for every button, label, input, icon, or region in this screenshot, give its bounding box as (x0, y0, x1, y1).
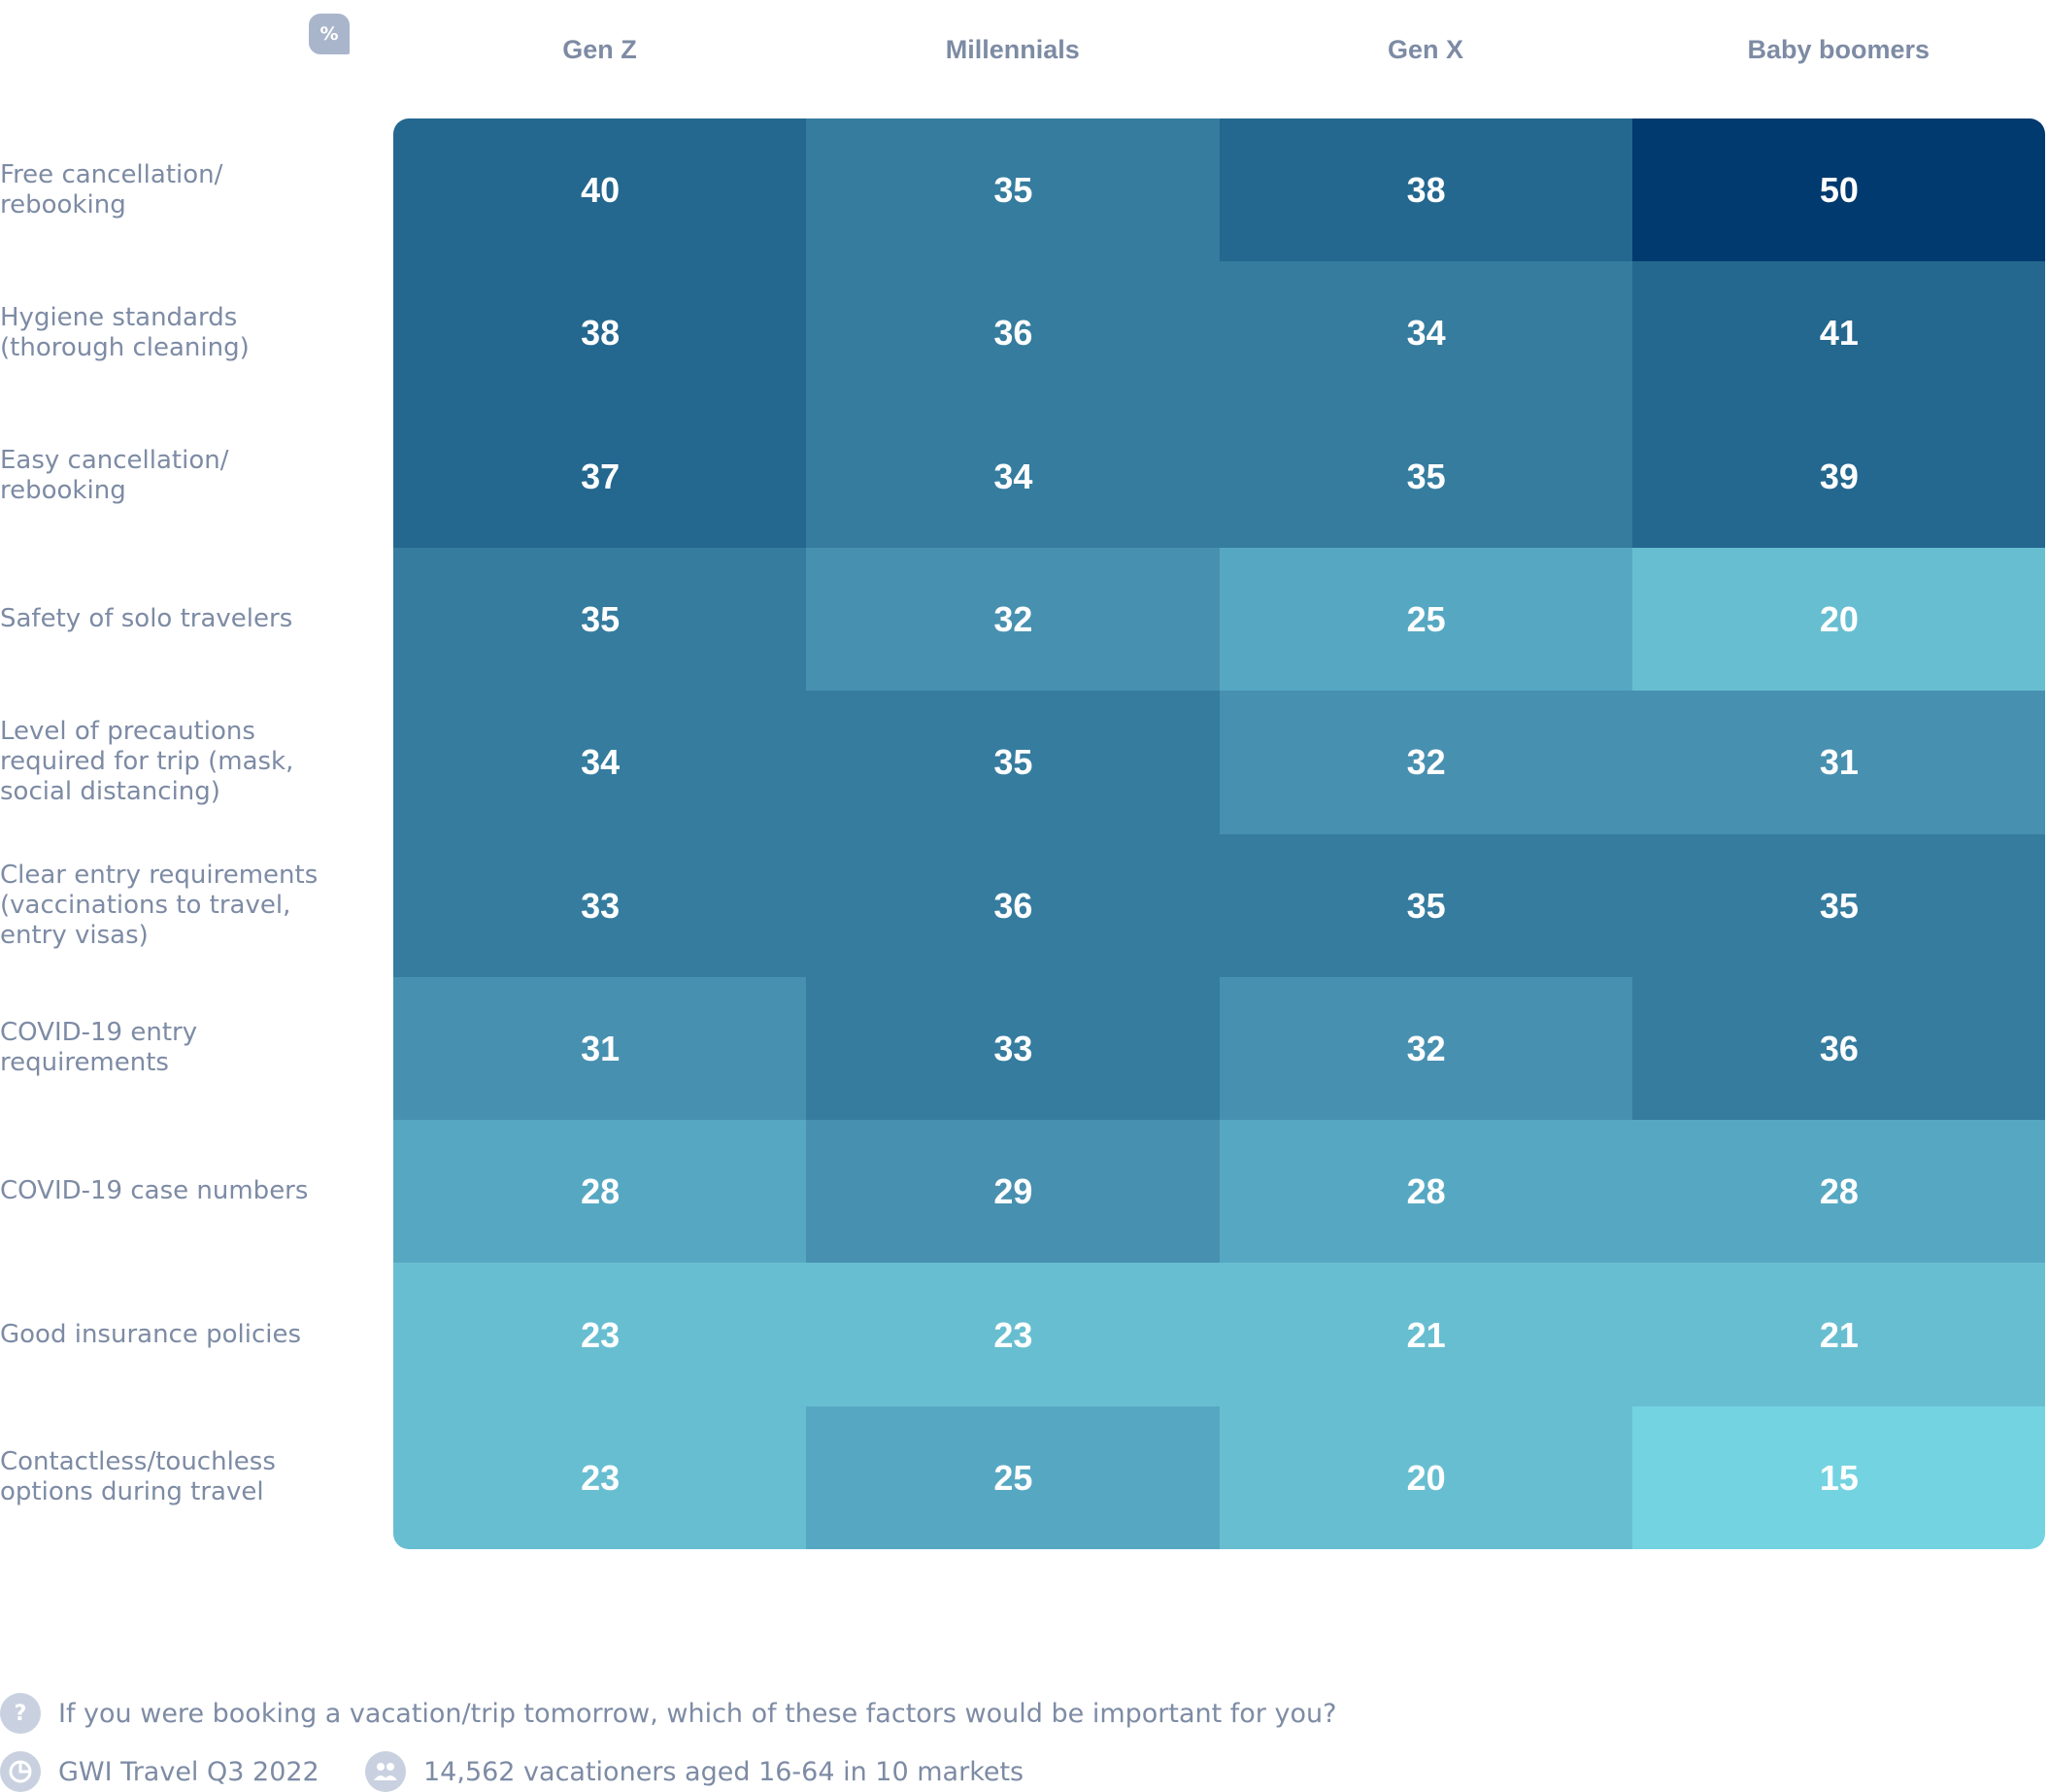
row-label: COVID-19 case numbers (0, 1120, 330, 1263)
heatmap-cell: 50 (1631, 118, 2045, 263)
row-label-text: Contactless/touchless options during trav… (0, 1447, 276, 1507)
heatmap-cell: 38 (393, 261, 808, 406)
heatmap-cell: 36 (1631, 976, 2045, 1122)
row-label: COVID-19 entry requirements (0, 977, 330, 1120)
heatmap-cell: 15 (1631, 1405, 2045, 1549)
heatmap-cell: 32 (1219, 691, 1633, 835)
heatmap-cell: 39 (1631, 404, 2045, 549)
heatmap-cell: 21 (1631, 1263, 2045, 1407)
heatmap-cell: 20 (1631, 547, 2045, 693)
heatmap-cell: 31 (1631, 691, 2045, 835)
row-label-line: Easy cancellation/ (0, 446, 229, 476)
heatmap-grid: 40 35 38 50 38 36 34 41 37 34 35 39 35 32 25 20 34 35 32 31… (393, 118, 2045, 1549)
heatmap-cell: 32 (806, 547, 1221, 693)
heatmap-cell: 33 (393, 833, 808, 978)
row-label-line: Safety of solo travelers (0, 604, 293, 634)
row-label-text: Good insurance policies (0, 1320, 301, 1350)
row-label-text: COVID-19 entry requirements (0, 1018, 197, 1078)
row-label-text: COVID-19 case numbers (0, 1176, 308, 1206)
row-label-line: rebooking (0, 476, 126, 506)
row-label: Good insurance policies (0, 1263, 330, 1405)
heatmap-cell: 32 (1219, 976, 1633, 1122)
column-header: Gen Z (562, 35, 637, 64)
row-label-text: Free cancellation/rebooking (0, 160, 222, 220)
sample-text: 14,562 vacationers aged 16-64 in 10 mark… (423, 1756, 1024, 1787)
row-label: Hygiene standards (thorough cleaning) (0, 261, 330, 404)
row-label-text: Level of precautions required for trip (m… (0, 717, 293, 807)
heatmap-cell: 40 (393, 118, 808, 263)
row-label-line: Free cancellation/ (0, 159, 223, 189)
row-label-line: social distancing) (0, 777, 220, 807)
footer-question: ? If you were booking a vacation/trip to… (0, 1693, 1336, 1734)
heatmap-cell: 28 (1219, 1120, 1633, 1265)
heatmap-cell: 25 (1219, 547, 1633, 693)
row-label-line: requirements (0, 1048, 169, 1078)
heatmap-cell: 33 (806, 976, 1221, 1122)
row-label-text: Easy cancellation/rebooking (0, 446, 229, 506)
row-label-text: Hygiene standards (thorough cleaning) (0, 303, 250, 363)
heatmap-cell: 29 (806, 1120, 1221, 1265)
question-text: If you were booking a vacation/trip tomo… (58, 1698, 1337, 1729)
row-label: Level of precautions required for trip (m… (0, 691, 330, 833)
row-label: Clear entry requirements (vaccinations to… (0, 834, 330, 977)
row-label-text: Safety of solo travelers (0, 604, 292, 634)
column-header: Gen X (1387, 35, 1464, 64)
heatmap-cell: 35 (1631, 833, 2045, 978)
row-label: Easy cancellation/rebooking (0, 405, 330, 548)
heatmap-cell: 23 (393, 1263, 808, 1407)
heatmap-cell: 34 (393, 691, 808, 835)
row-label-line: Contactless/touchless (0, 1447, 276, 1477)
percent-unit-badge: % (309, 14, 350, 54)
heatmap-cell: 35 (806, 118, 1221, 263)
heatmap-cell: 21 (1219, 1263, 1633, 1407)
heatmap-cell: 28 (393, 1120, 808, 1265)
pie-chart-icon (0, 1751, 41, 1792)
question-icon: ? (0, 1693, 41, 1734)
source-text: GWI Travel Q3 2022 (58, 1756, 319, 1787)
row-label: Free cancellation/rebooking (0, 118, 330, 261)
row-label-line: (vaccinations to travel, (0, 890, 291, 920)
row-label-line: entry visas) (0, 920, 149, 950)
column-header: Millennials (945, 35, 1080, 64)
heatmap-cell: 20 (1219, 1405, 1633, 1549)
heatmap-cell: 25 (806, 1405, 1221, 1549)
heatmap-cell: 34 (1219, 261, 1633, 406)
row-label: Safety of solo travelers (0, 548, 330, 691)
row-label-line: (thorough cleaning) (0, 332, 250, 362)
row-label-line: COVID-19 entry (0, 1018, 198, 1048)
row-label-line: Clear entry requirements (0, 860, 319, 890)
heatmap-cell: 35 (1219, 404, 1633, 549)
heatmap-cell: 37 (393, 404, 808, 549)
heatmap-cell: 31 (393, 976, 808, 1122)
row-label-line: COVID-19 case numbers (0, 1176, 309, 1206)
row-label-line: Good insurance policies (0, 1319, 302, 1349)
row-label-line: required for trip (mask, (0, 747, 294, 777)
heatmap-cell: 23 (806, 1263, 1221, 1407)
row-label: Contactless/touchless options during trav… (0, 1406, 330, 1549)
heatmap-cell: 23 (393, 1405, 808, 1549)
row-label-line: Hygiene standards (0, 302, 238, 332)
people-icon (365, 1751, 406, 1792)
heatmap-cell: 35 (806, 691, 1221, 835)
heatmap-cell: 36 (806, 833, 1221, 978)
footer-sample: 14,562 vacationers aged 16-64 in 10 mark… (365, 1751, 1024, 1792)
row-label-line: Level of precautions (0, 717, 255, 747)
heatmap-cell: 36 (806, 261, 1221, 406)
heatmap-cell: 35 (1219, 833, 1633, 978)
heatmap-cell: 34 (806, 404, 1221, 549)
heatmap-cell: 38 (1219, 118, 1633, 263)
row-label-line: options during travel (0, 1477, 264, 1507)
column-header: Baby boomers (1747, 35, 1930, 64)
heatmap-cell: 35 (393, 547, 808, 693)
heatmap-cell: 41 (1631, 261, 2045, 406)
footer-source: GWI Travel Q3 2022 (0, 1751, 319, 1792)
heatmap-cell: 28 (1631, 1120, 2045, 1265)
row-label-line: rebooking (0, 189, 126, 220)
row-label-text: Clear entry requirements (vaccinations to… (0, 861, 318, 951)
